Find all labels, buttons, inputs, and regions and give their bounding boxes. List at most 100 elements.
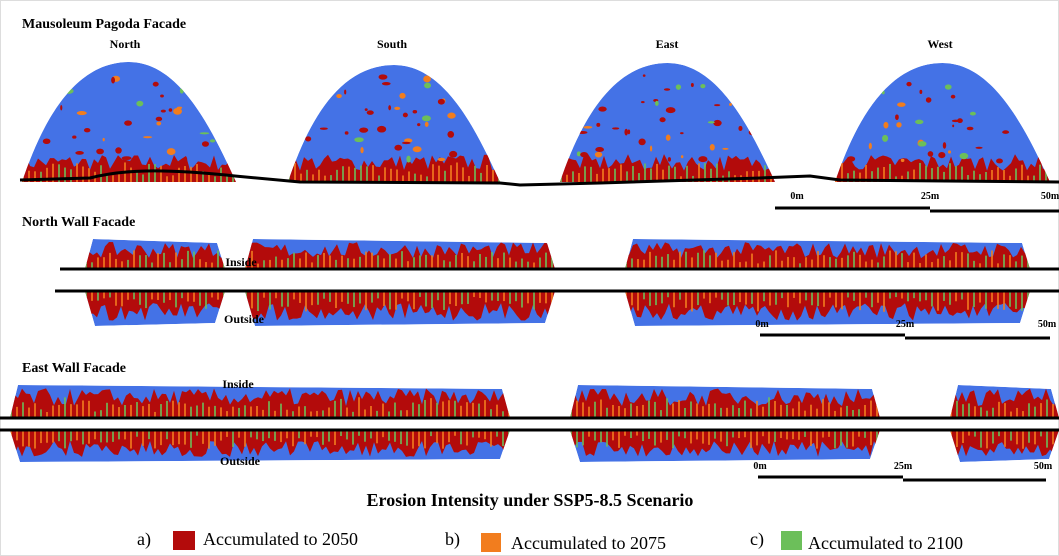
erosion-streak [414,173,416,182]
erosion-streak [312,174,314,182]
erosion-streak [949,163,951,182]
erosion-streak [382,430,384,438]
erosion-streak [46,430,48,443]
erosion-spot [948,150,952,154]
erosion-streak [703,250,705,269]
erosion-streak [666,398,668,418]
erosion-spot [424,121,429,127]
erosion-streak [955,166,957,182]
erosion-streak [985,255,987,269]
erosion-streak [358,430,360,436]
erosion-streak [979,263,981,269]
erosion-band [245,291,555,321]
erosion-spot [412,110,418,114]
erosion-streak [852,430,854,447]
erosion-streak [82,166,84,182]
pagoda-facade [560,63,775,182]
erosion-streak [443,260,445,269]
erosion-spot [596,122,601,127]
erosion-streak [998,401,1000,418]
erosion-streak [442,401,444,418]
erosion-spot [938,151,946,159]
erosion-streak [997,263,999,269]
erosion-streak [226,411,228,418]
section-title: East Wall Facade [22,361,126,376]
erosion-spot [698,156,708,163]
erosion-streak [846,430,848,448]
erosion-spot [421,115,431,122]
erosion-streak [660,430,662,443]
erosion-streak [907,291,909,302]
erosion-streak [925,165,927,182]
erosion-streak [811,259,813,269]
erosion-streak [354,167,356,182]
erosion-streak [823,291,825,307]
erosion-spot [680,132,684,135]
erosion-streak [792,408,794,418]
erosion-streak [142,406,144,418]
erosion-streak [1010,411,1012,418]
erosion-streak [275,256,277,269]
erosion-streak [858,409,860,418]
erosion-streak [52,163,54,182]
erosion-streak [22,402,24,418]
erosion-streak [263,260,265,269]
erosion-streak [649,251,651,269]
erosion-streak [1022,411,1024,418]
erosion-streak [352,411,354,418]
erosion-streak [1004,403,1006,418]
wall-outside [245,291,555,326]
erosion-streak [1034,430,1036,445]
erosion-streak [656,163,658,182]
erosion-streak [124,430,126,440]
erosion-streak [805,291,807,301]
erosion-streak [763,261,765,269]
erosion-streak [348,166,350,182]
erosion-streak [169,291,171,301]
erosion-streak [931,291,933,307]
erosion-spot [401,141,411,145]
erosion-streak [847,173,849,182]
facade-label: North [110,37,141,51]
erosion-streak [115,291,117,306]
erosion-streak [804,410,806,418]
erosion-streak [127,259,129,269]
erosion-streak [100,410,102,418]
erosion-streak [582,402,584,418]
erosion-streak [666,430,668,440]
erosion-streak [588,430,590,437]
erosion-streak [211,262,213,269]
erosion-streak [82,430,84,445]
erosion-streak [637,291,639,311]
erosion-streak [407,261,409,269]
erosion-streak [456,162,458,182]
erosion-streak [919,162,921,182]
erosion-streak [738,408,740,418]
erosion-streak [395,291,397,310]
erosion-streak [805,257,807,269]
erosion-streak [211,291,213,298]
legend-marker: a) [137,529,151,550]
erosion-streak [726,407,728,418]
erosion-streak [371,291,373,303]
erosion-spot [580,151,589,158]
erosion-streak [34,403,36,418]
erosion-spot [417,123,421,127]
erosion-streak [710,168,712,182]
erosion-streak [1021,164,1023,182]
erosion-streak [407,291,409,302]
erosion-spot [951,119,960,123]
erosion-streak [196,405,198,418]
erosion-streak [97,257,99,269]
erosion-streak [166,176,168,182]
erosion-streak [280,403,282,418]
erosion-streak [461,252,463,269]
erosion-streak [390,168,392,182]
erosion-streak [967,253,969,269]
erosion-streak [184,403,186,418]
erosion-streak [691,291,693,312]
erosion-streak [412,430,414,449]
erosion-spot [957,118,963,124]
erosion-streak [334,430,336,446]
erosion-streak [539,257,541,269]
